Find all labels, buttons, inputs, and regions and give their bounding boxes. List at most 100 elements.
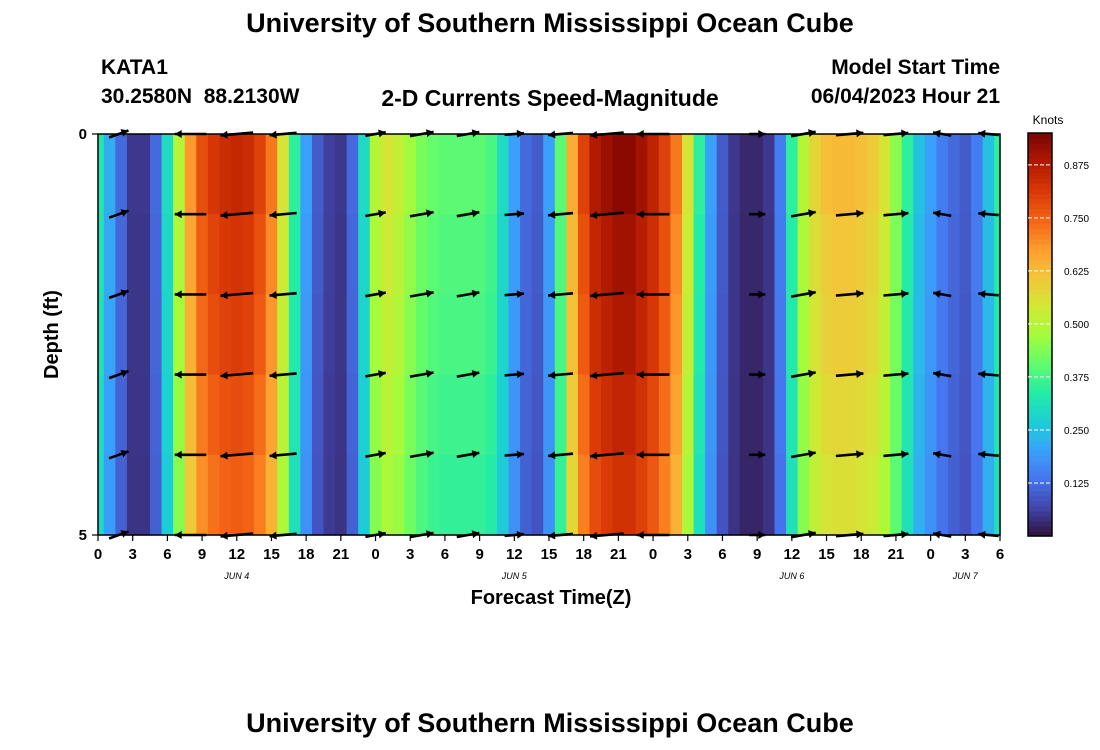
heatmap-cell [138, 214, 151, 295]
heatmap-cell [138, 294, 151, 376]
heatmap-cell [115, 134, 128, 215]
vector-arrowhead [758, 210, 766, 219]
heatmap-cell [103, 134, 116, 215]
x-tick-label: 0 [371, 546, 379, 563]
x-tick-label: 21 [888, 546, 905, 563]
vector-arrowhead [933, 290, 941, 298]
x-tick-label: 3 [406, 546, 414, 563]
heatmap-cell [138, 374, 151, 456]
colorbar-segment [1028, 143, 1052, 149]
heatmap-cell [531, 134, 544, 215]
vector-arrowhead [426, 369, 434, 378]
heatmap-cell [681, 454, 695, 536]
date-label: JUN 5 [501, 571, 528, 581]
heatmap-cell [184, 374, 197, 456]
heatmap-cell [300, 214, 313, 295]
heatmap-cell [728, 294, 741, 376]
heatmap-cell [485, 454, 498, 536]
heatmap-cell [103, 294, 116, 376]
vector-arrowhead [856, 370, 864, 378]
heatmap-cell [890, 294, 903, 376]
vector-arrowhead [978, 290, 986, 299]
colorbar-segment [1028, 364, 1052, 371]
heatmap-cell [520, 374, 533, 456]
colorbar-segment [1028, 203, 1052, 210]
heatmap-cell [184, 214, 197, 295]
colorbar-segment [1028, 354, 1052, 361]
heatmap-cell [450, 294, 463, 376]
vector-arrowhead [220, 451, 228, 460]
heatmap-cell [392, 214, 406, 295]
heatmap-cell [346, 294, 359, 376]
heatmap-cell [994, 214, 1001, 295]
heatmap-cell [439, 454, 452, 536]
heatmap-cell [543, 294, 556, 376]
heatmap-cell [416, 134, 429, 215]
heatmap-cell [913, 214, 926, 295]
heatmap-cell [531, 374, 544, 456]
heatmap-cell [681, 294, 695, 376]
colorbar-segment [1028, 399, 1052, 406]
vector-arrowhead [120, 129, 129, 137]
heatmap-cell [381, 214, 394, 295]
heatmap-cell [254, 454, 267, 536]
vector-arrowhead [220, 211, 228, 219]
colorbar-segment [1028, 520, 1052, 527]
page-title: University of Southern Mississippi Ocean… [246, 8, 854, 38]
date-label: JUN 4 [223, 571, 249, 581]
heatmap-cell [531, 294, 544, 376]
colorbar-segment [1028, 505, 1052, 512]
heatmap-cell [381, 454, 394, 536]
vector-arrowhead [978, 129, 986, 138]
heatmap-cell [647, 374, 660, 456]
heatmap-cell [670, 374, 683, 456]
heatmap-cell [971, 374, 984, 456]
heatmap-cell [936, 214, 949, 295]
colorbar-segment [1028, 314, 1052, 320]
heatmap-cell [323, 134, 336, 215]
heatmap-cell [982, 214, 995, 295]
vector-arrowhead [269, 210, 277, 219]
heatmap-cell [982, 134, 995, 215]
heatmap-cell [520, 454, 533, 536]
x-tick-label: 12 [228, 546, 245, 563]
station-coordinates: 30.2580N 88.2130W [101, 85, 300, 108]
colorbar-segment [1028, 138, 1052, 144]
heatmap-cell [219, 134, 232, 215]
heatmap-cell [554, 294, 567, 376]
vector-arrowhead [516, 129, 524, 138]
heatmap-cell [809, 134, 822, 215]
colorbar-segment [1028, 430, 1052, 436]
vector-arrowhead [516, 530, 524, 539]
heatmap-cell [867, 214, 880, 295]
heatmap-cell [277, 454, 290, 536]
heatmap-cell [681, 214, 695, 295]
vector-arrowhead [426, 209, 434, 218]
heatmap-cell [369, 294, 382, 376]
heatmap-cell [994, 374, 1001, 456]
heatmap-cell [462, 214, 475, 295]
heatmap-cell [878, 374, 891, 456]
heatmap-cell [924, 454, 937, 536]
vector-arrowhead [378, 450, 386, 459]
vector-arrowhead [901, 450, 909, 459]
heatmap-cell [601, 294, 614, 376]
model-start-label: Model Start Time [831, 56, 1000, 79]
heatmap-cell [658, 374, 672, 456]
heatmap-cell [254, 294, 267, 376]
heatmap-cell [994, 294, 1001, 376]
colorbar-segment [1028, 420, 1052, 426]
heatmap-cell [913, 134, 926, 215]
colorbar-segment [1028, 208, 1052, 215]
heatmap-cell [311, 214, 325, 295]
heatmap-cell [716, 454, 729, 536]
vector-arrowhead [548, 130, 556, 139]
heatmap-cell [878, 214, 891, 295]
heatmap-cell [924, 294, 937, 376]
heatmap-cell [311, 294, 325, 376]
vector-arrowhead [548, 451, 556, 460]
heatmap-cell [705, 214, 718, 295]
heatmap-cell [543, 374, 556, 456]
x-tick-label: 6 [996, 546, 1004, 563]
heatmap-cell [254, 214, 267, 295]
